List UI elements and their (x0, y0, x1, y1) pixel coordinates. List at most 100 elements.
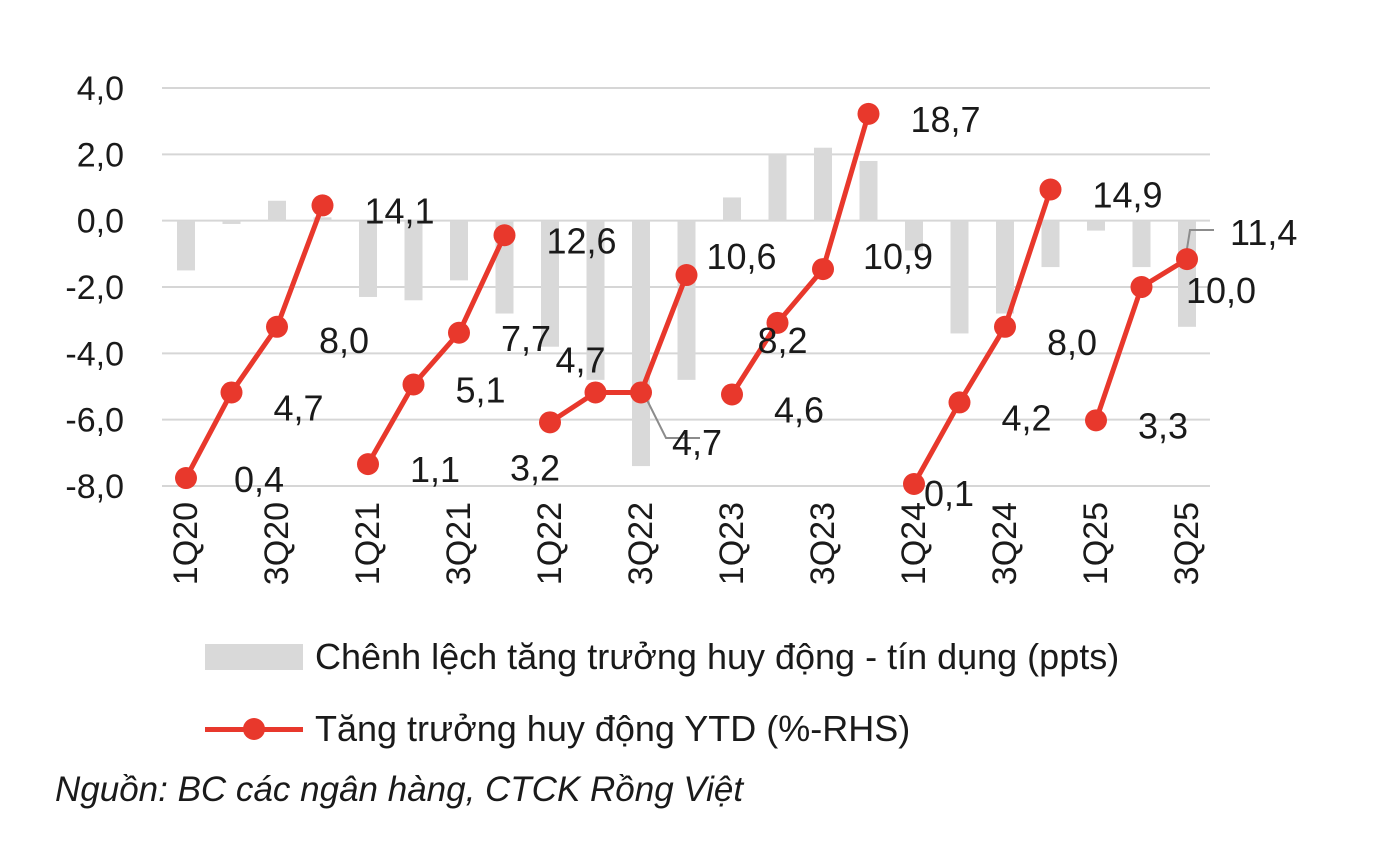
data-label: 4,7 (274, 387, 324, 428)
bar (905, 220, 923, 251)
line-marker (539, 411, 561, 434)
data-label: 10,0 (1186, 270, 1256, 311)
legend-bar-item: Chênh lệch tăng trưởng huy động - tín dụ… (205, 636, 1119, 678)
line-marker (948, 391, 971, 414)
data-label: 11,4 (1230, 212, 1297, 253)
line-marker (1176, 248, 1198, 271)
legend-line-swatch (205, 716, 303, 742)
legend-line-item: Tăng trưởng huy động YTD (%-RHS) (205, 708, 910, 750)
x-tick-label: 3Q25 (1168, 502, 1206, 585)
bar (677, 220, 696, 380)
bar (177, 220, 195, 271)
y-tick-label: -6,0 (65, 402, 124, 440)
bar-series (177, 147, 1196, 467)
line-marker (766, 311, 789, 334)
combo-chart: 0,4 4,7 8,0 14,1 1,1 5,1 7,7 12,6 3,2 4,7 4,7 10,6 4… (65, 70, 1297, 585)
y-tick-label: -4,0 (65, 335, 124, 373)
x-axis-ticks: 1Q20 3Q20 1Q21 3Q21 1Q22 3Q22 1Q23 3Q23 1Q24 3Q24… (167, 502, 1206, 585)
bar (1087, 220, 1105, 231)
legend-line-label: Tăng trưởng huy động YTD (%-RHS) (315, 708, 911, 749)
line-segment (911, 188, 1053, 486)
line-marker (584, 381, 607, 404)
x-tick-label: 3Q20 (258, 502, 296, 585)
line-marker (857, 102, 880, 125)
bar (768, 154, 787, 221)
line-marker (448, 321, 470, 344)
y-tick-label: 4,0 (77, 70, 124, 108)
x-tick-label: 1Q24 (895, 502, 933, 585)
line-marker (266, 315, 288, 338)
bar (586, 220, 605, 380)
bar (859, 160, 878, 221)
y-tick-label: 0,0 (77, 203, 124, 241)
line-segment (548, 274, 689, 425)
line-marker (493, 224, 516, 247)
legend-bar-label: Chênh lệch tăng trưởng huy động - tín dụ… (315, 636, 1120, 677)
data-label: 4,7 (672, 422, 722, 463)
line-marker (994, 315, 1016, 338)
bar (404, 220, 423, 301)
line-marker (721, 383, 743, 406)
bar (359, 220, 377, 297)
data-label: 14,9 (1093, 174, 1163, 215)
bar (268, 200, 286, 221)
x-tick-label: 1Q23 (713, 502, 751, 585)
data-label: 0,1 (924, 473, 974, 514)
data-label: 8,0 (1047, 322, 1097, 363)
data-label: 10,9 (863, 236, 933, 277)
legend-bar-swatch (205, 644, 303, 670)
line-segment (183, 204, 325, 480)
data-label: 3,3 (1138, 405, 1188, 446)
y-tick-label: 2,0 (77, 136, 124, 174)
source-note: Nguồn: BC các ngân hàng, CTCK Rồng Việt (55, 770, 744, 809)
line-marker (675, 264, 698, 287)
data-label: 4,7 (556, 339, 606, 380)
leader-lines (644, 229, 1214, 439)
data-label: 18,7 (911, 99, 981, 140)
bar (541, 220, 559, 347)
x-tick-label: 1Q25 (1077, 502, 1115, 585)
line-segment (365, 234, 507, 466)
line-marker (357, 453, 379, 476)
line-marker (220, 381, 243, 404)
line-marker (630, 381, 652, 404)
bar (313, 217, 332, 221)
y-tick-label: -2,0 (65, 269, 124, 307)
line-marker (1039, 178, 1062, 201)
x-tick-label: 3Q23 (804, 502, 842, 585)
data-label: 5,1 (456, 370, 506, 411)
bar (1178, 220, 1196, 327)
data-label: 12,6 (547, 220, 617, 261)
data-label: 14,1 (365, 190, 435, 231)
bar (1132, 220, 1151, 268)
data-label: 8,2 (758, 320, 808, 361)
data-labels: 0,4 4,7 8,0 14,1 1,1 5,1 7,7 12,6 3,2 4,7 4,7 10,6 4… (234, 99, 1297, 514)
data-label: 7,7 (501, 318, 551, 359)
leader-line (644, 395, 700, 439)
line-marker (311, 194, 334, 217)
y-axis-ticks: -8,0 -6,0 -4,0 -2,0 0,0 2,0 4,0 (65, 70, 124, 506)
line-marker (402, 373, 425, 396)
line-series (175, 102, 1198, 496)
data-label: 1,1 (410, 449, 460, 490)
line-marker (812, 258, 834, 281)
data-label: 10,6 (707, 236, 777, 277)
leader-line (1185, 229, 1214, 256)
data-label: 0,4 (234, 459, 284, 500)
data-label: 3,2 (510, 447, 560, 488)
x-tick-label: 3Q22 (622, 502, 660, 585)
bar (814, 147, 832, 221)
bar (950, 220, 969, 334)
x-tick-label: 1Q21 (349, 502, 387, 585)
x-tick-label: 3Q24 (986, 502, 1024, 585)
line-marker (903, 473, 925, 496)
bar (723, 197, 741, 221)
data-label: 4,6 (774, 389, 824, 430)
bar (996, 220, 1014, 314)
line-segment (729, 113, 871, 396)
bar (1041, 220, 1060, 268)
bar (450, 220, 468, 281)
data-label: 4,2 (1002, 397, 1052, 438)
line-marker (1130, 276, 1153, 298)
line-marker (175, 467, 197, 490)
